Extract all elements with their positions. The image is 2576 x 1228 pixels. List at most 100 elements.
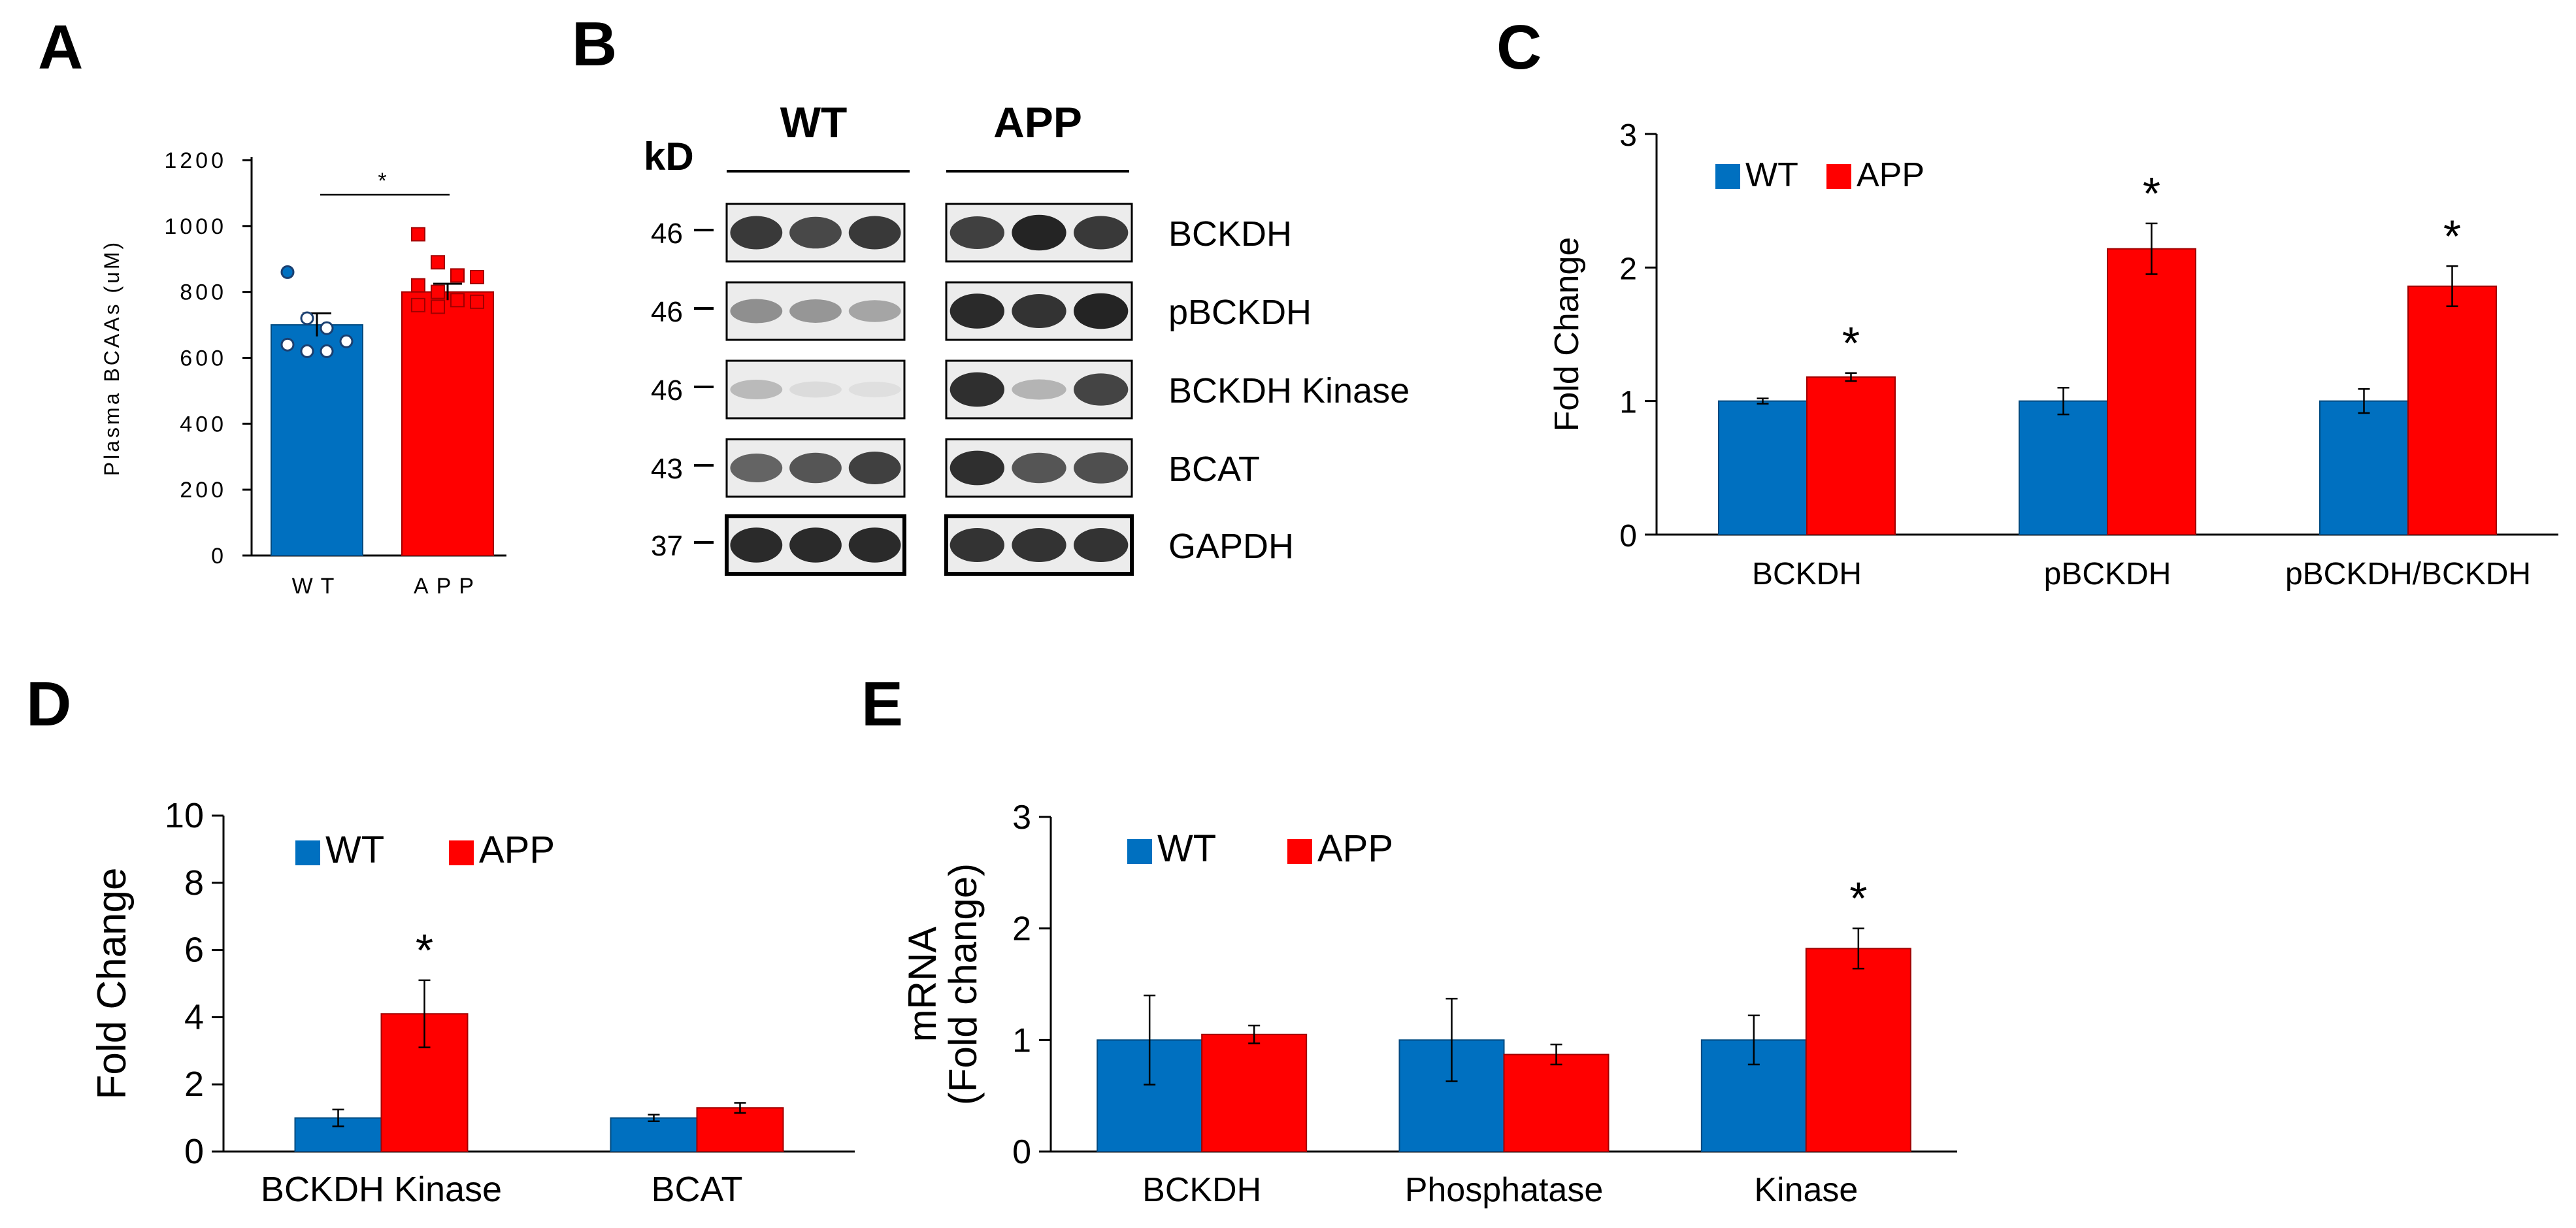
- bar-wt-pbckdh-bckdh: [2319, 400, 2409, 536]
- bar-app-kinase: [1805, 948, 1911, 1153]
- panel-d-chart: 0 2 4 6 8 10 * BCKDH Kinase BCAT Fold Change WT APP: [90, 796, 855, 1209]
- bar-app-bcat: [696, 1107, 784, 1153]
- y-tick-label: 0: [1012, 1133, 1031, 1171]
- blot-band: [730, 527, 783, 563]
- bar-app-phosphatase: [1503, 1054, 1610, 1153]
- y-tick-label: 1: [1619, 386, 1637, 420]
- y-tick-label: 2: [1012, 910, 1031, 948]
- blot-band: [949, 216, 1004, 249]
- blot-band: [848, 300, 901, 322]
- molecular-weight-label: 37: [651, 530, 683, 562]
- y-tick-label: 6: [184, 931, 204, 970]
- data-point-app: [411, 227, 425, 242]
- legend-swatch-wt: [1715, 164, 1740, 189]
- panel-b-western-blot: kD WT APP 46 BCKDH 46 pBCKDH 46 BCKDH Kinase 43 BC…: [644, 98, 1410, 576]
- y-tick-label: 2: [1619, 252, 1637, 286]
- panel-c-chart: 0 1 2 3 * BCKDH * pBCKDH * pBCKDH/BCKDH Fold Chang…: [1548, 118, 2558, 591]
- y-tick-label: 600: [180, 346, 227, 371]
- blot-group-label-wt: WT: [780, 98, 848, 146]
- panel-a-chart: 0 200 400 600 800 1000 1200 Plasma BCAAs (uM) WT…: [100, 148, 506, 599]
- blot-band: [730, 454, 783, 482]
- y-tick-label: 400: [180, 412, 227, 437]
- y-tick-label: 0: [184, 1132, 204, 1171]
- blot-band: [848, 527, 901, 563]
- y-tick-label: 10: [165, 796, 204, 835]
- data-point-app: [450, 293, 465, 308]
- significance-star: *: [2143, 168, 2160, 219]
- significance-star: *: [378, 169, 386, 193]
- panel-e-chart: 0 1 2 3 BCKDH Phosphatase * Kinase mRNA(Fold cha…: [900, 799, 1957, 1209]
- legend-swatch-wt: [1127, 839, 1152, 864]
- bar-wt: [271, 324, 363, 556]
- legend-label-wt: WT: [1745, 156, 1798, 194]
- legend-swatch-app: [1287, 839, 1312, 864]
- legend-label-wt: WT: [1157, 827, 1216, 870]
- blot-protein-label: BCAT: [1168, 450, 1260, 489]
- y-axis-label: Fold Change: [1548, 237, 1586, 432]
- y-tick-label: 3: [1619, 118, 1637, 153]
- blot-band: [1012, 214, 1066, 251]
- blot-band: [1012, 293, 1066, 329]
- data-point-wt: [339, 334, 354, 348]
- y-axis-label: Plasma BCAAs (uM): [100, 240, 124, 476]
- data-point-wt: [300, 311, 314, 325]
- y-tick-label: 1: [1012, 1021, 1031, 1059]
- panel-letter-c: C: [1496, 12, 1542, 82]
- panel-letter-e: E: [861, 669, 903, 739]
- y-axis-label-line2: (Fold change): [941, 863, 985, 1105]
- blot-band: [1012, 452, 1066, 484]
- blot-band: [1074, 527, 1129, 563]
- x-category-label: Phosphatase: [1405, 1171, 1604, 1209]
- blot-band: [1074, 293, 1129, 329]
- blot-band: [789, 299, 842, 323]
- blot-band: [1012, 379, 1066, 400]
- panel-letter-a: A: [38, 12, 83, 82]
- legend-label-app: APP: [1317, 827, 1393, 870]
- y-tick-label: 0: [1619, 519, 1637, 554]
- bar-wt-bckdh: [1718, 400, 1808, 536]
- y-tick-label: 1200: [164, 148, 227, 173]
- molecular-weight-label: 46: [651, 374, 683, 407]
- data-point-app: [431, 299, 445, 314]
- data-point-wt: [300, 344, 314, 358]
- legend-swatch-app: [1826, 164, 1851, 189]
- bar-app-bckdh: [1806, 376, 1896, 535]
- blot-band: [1012, 527, 1066, 563]
- x-category-label: WT: [292, 574, 342, 599]
- y-axis-label: Fold Change: [90, 867, 135, 1099]
- blot-band: [949, 372, 1004, 407]
- y-tick-label: 0: [211, 544, 227, 569]
- legend-label-app: APP: [479, 829, 555, 871]
- blot-band: [848, 452, 901, 484]
- legend-label-wt: WT: [325, 829, 384, 871]
- y-tick-label: 8: [184, 863, 204, 903]
- bar-app: [401, 291, 494, 556]
- y-tick-label: 1000: [164, 214, 227, 239]
- significance-star: *: [416, 925, 433, 976]
- blot-band: [789, 452, 842, 484]
- blot-band: [949, 527, 1004, 563]
- x-category-label: BCKDH Kinase: [261, 1170, 502, 1209]
- blot-band: [848, 216, 901, 250]
- data-point-wt: [320, 321, 334, 335]
- panel-letter-d: D: [26, 669, 71, 739]
- y-axis-label: mRNA: [900, 927, 944, 1042]
- significance-star: *: [1842, 318, 1860, 369]
- data-point-app: [411, 278, 425, 293]
- molecular-weight-label: 43: [651, 453, 683, 485]
- panel-letter-b: B: [572, 9, 617, 79]
- bar-wt-pbckdh: [2019, 400, 2108, 536]
- legend-swatch-app: [449, 840, 474, 865]
- blot-band: [1074, 452, 1129, 484]
- significance-star: *: [2443, 210, 2461, 261]
- x-category-label: pBCKDH: [2044, 557, 2171, 591]
- x-category-label: APP: [414, 574, 482, 599]
- y-tick-label: 3: [1012, 799, 1031, 837]
- blot-protein-label: GAPDH: [1168, 527, 1294, 566]
- data-point-app: [431, 255, 445, 270]
- data-point-wt: [320, 344, 334, 358]
- blot-band: [1074, 373, 1129, 406]
- blot-band: [848, 382, 901, 397]
- blot-protein-label: pBCKDH: [1168, 293, 1312, 332]
